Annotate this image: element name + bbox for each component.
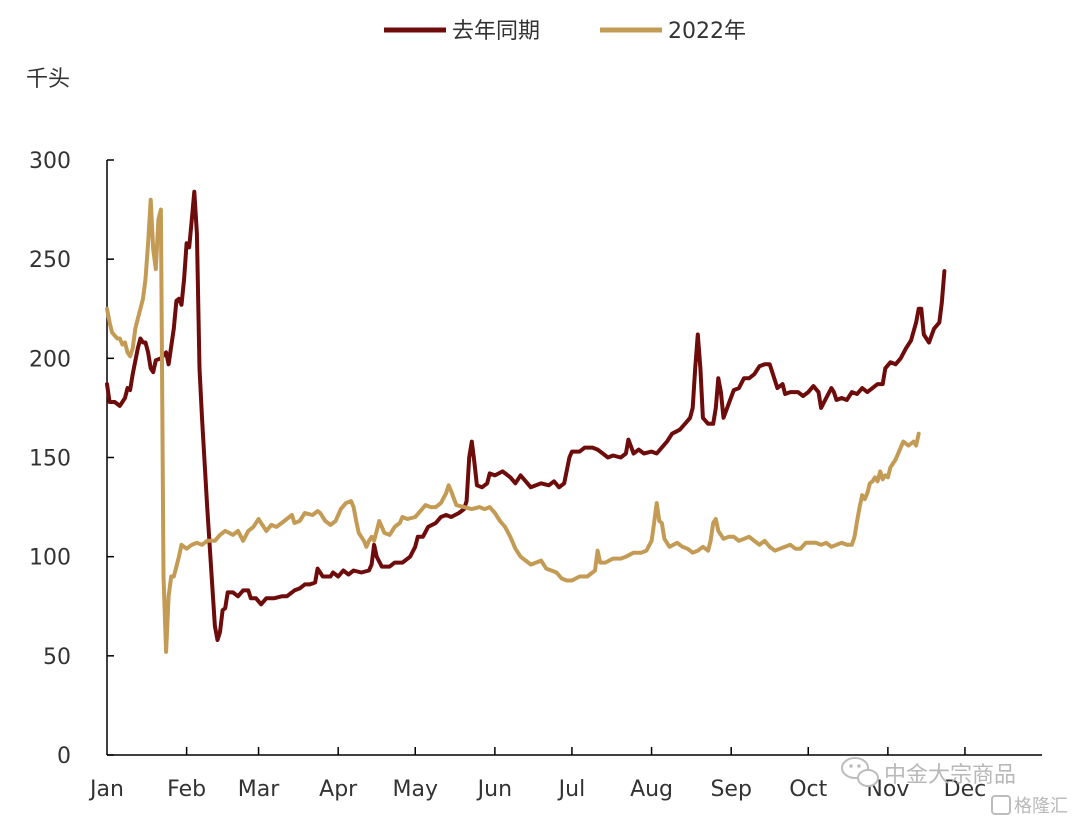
series-line-last-year	[105, 189, 947, 642]
y-axis-ticks: 0 50 100 150 200 250 300	[29, 149, 114, 769]
x-tick-label: Dec	[944, 777, 987, 802]
watermark: 中金大宗商品 格隆汇	[841, 757, 1068, 817]
x-axis-ticks: Jan Feb Mar Apr May Jun Jul Aug Sep Oct Nov Dec	[88, 747, 986, 802]
y-tick-label: 250	[29, 248, 71, 273]
y-tick-label: 200	[29, 347, 71, 372]
legend: 去年同期 2022年	[384, 19, 746, 44]
legend-label-last-year: 去年同期	[452, 19, 540, 44]
series-layer	[105, 189, 947, 654]
x-tick-label: Feb	[167, 777, 206, 802]
x-tick-label: Jun	[476, 777, 512, 802]
y-tick-label: 50	[43, 645, 71, 670]
y-axis-unit-label: 千头	[26, 67, 70, 92]
x-tick-label: Jul	[557, 777, 586, 802]
y-tick-label: 300	[29, 149, 71, 174]
x-tick-label: Mar	[238, 777, 280, 802]
x-tick-label: Apr	[319, 777, 358, 802]
x-tick-label: Jan	[88, 777, 124, 802]
wechat-icon	[841, 757, 879, 787]
x-tick-label: May	[392, 777, 437, 802]
x-tick-label: Sep	[710, 777, 751, 802]
x-tick-label: Aug	[630, 777, 673, 802]
watermark-logo-icon	[991, 795, 1011, 815]
series-line-2022	[105, 197, 921, 654]
watermark-text-2: 格隆汇	[1014, 796, 1068, 817]
y-tick-label: 100	[29, 546, 71, 571]
x-tick-label: Oct	[789, 777, 827, 802]
y-tick-label: 150	[29, 447, 71, 472]
watermark-text: 中金大宗商品	[884, 763, 1016, 788]
y-tick-label: 0	[57, 744, 71, 769]
legend-label-2022: 2022年	[668, 19, 746, 44]
